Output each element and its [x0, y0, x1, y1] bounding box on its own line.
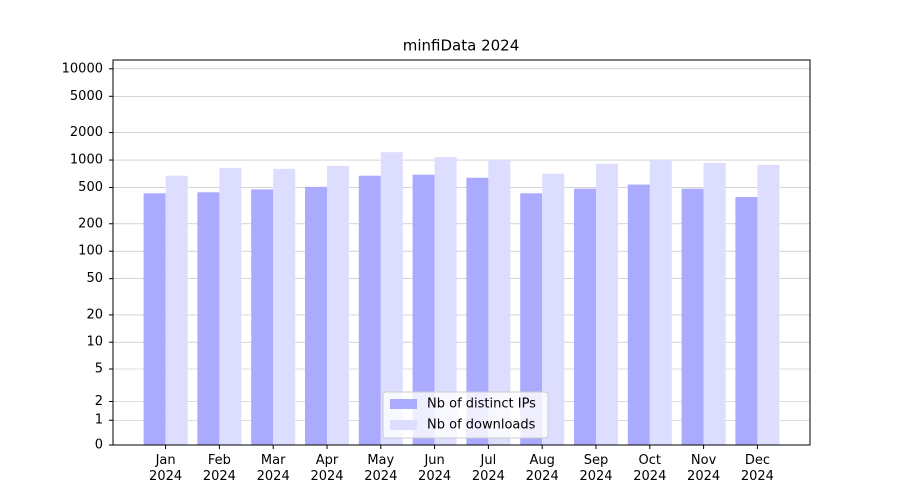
- bar: [627, 184, 650, 446]
- bar: [165, 175, 188, 445]
- x-tick-label: Feb 2024: [202, 453, 236, 484]
- plot-frame: [112, 59, 811, 446]
- bar: [466, 177, 489, 445]
- bar: [143, 193, 166, 445]
- x-tick-label: Oct 2024: [633, 453, 667, 484]
- y-tick-label: 2: [95, 394, 103, 409]
- y-tick-label: 10000: [62, 61, 103, 76]
- legend-label: Nb of downloads: [427, 418, 536, 433]
- x-tick-label: Mar 2024: [256, 453, 290, 484]
- x-tick-label: Jul 2024: [471, 453, 505, 484]
- legend-box: [382, 391, 549, 439]
- bar: [380, 152, 403, 445]
- x-tick-label: Sep 2024: [579, 453, 613, 484]
- bar: [251, 189, 274, 445]
- legend-swatch: [390, 420, 417, 430]
- legend-label: Nb of distinct IPs: [427, 397, 536, 412]
- y-tick-label: 1: [95, 413, 103, 428]
- y-tick-label: 0: [95, 438, 103, 453]
- y-tick-label: 500: [78, 180, 103, 195]
- x-tick-label: Nov 2024: [687, 453, 721, 484]
- y-tick-label: 10: [86, 335, 103, 350]
- x-tick-label: Jun 2024: [418, 453, 452, 484]
- bar: [327, 165, 349, 445]
- x-tick-label: Dec 2024: [740, 453, 774, 484]
- bar: [358, 175, 381, 445]
- bar: [542, 173, 565, 445]
- chart-title: minfiData 2024: [403, 37, 520, 55]
- bar: [735, 197, 758, 445]
- y-tick-label: 50: [86, 271, 103, 286]
- x-tick-label: Aug 2024: [525, 453, 559, 484]
- bar: [434, 157, 457, 445]
- y-tick-label: 20: [86, 307, 103, 322]
- y-tick-label: 100: [78, 244, 103, 259]
- y-tick-label: 2000: [70, 125, 103, 140]
- y-tick-label: 5: [95, 362, 103, 377]
- bar: [520, 193, 543, 445]
- bar: [574, 188, 596, 445]
- bar: [488, 160, 511, 445]
- bar: [412, 174, 435, 445]
- y-tick-label: 200: [78, 216, 103, 231]
- bar: [273, 168, 296, 445]
- bar: [649, 160, 672, 445]
- bar: [703, 162, 726, 445]
- bar: [219, 167, 242, 445]
- y-tick-label: 5000: [70, 89, 103, 104]
- legend-swatch: [390, 399, 417, 409]
- bar: [681, 188, 704, 445]
- bar: [757, 164, 780, 445]
- bar: [197, 192, 220, 445]
- bar: [596, 163, 618, 445]
- x-tick-label: May 2024: [364, 453, 398, 484]
- y-tick-label: 1000: [70, 153, 103, 168]
- x-tick-label: Jan 2024: [149, 453, 183, 484]
- x-tick-label: Apr 2024: [310, 453, 344, 484]
- bar: [305, 186, 327, 445]
